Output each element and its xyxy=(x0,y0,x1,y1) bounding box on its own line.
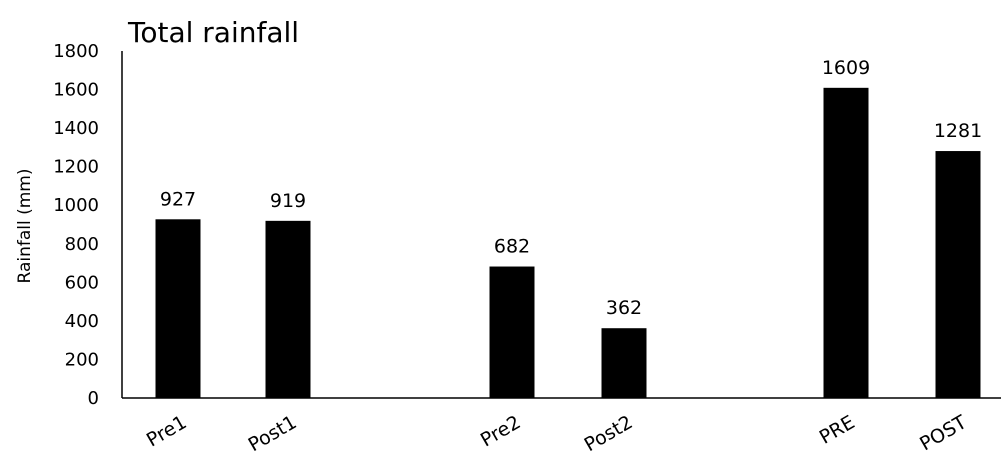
bar-pre xyxy=(823,87,869,398)
y-axis-label: Rainfall (mm) xyxy=(15,169,35,284)
bars xyxy=(155,87,981,398)
data-label: 927 xyxy=(160,188,196,210)
y-tick-label: 400 xyxy=(65,311,99,332)
y-tick-label: 1200 xyxy=(53,157,99,178)
x-tick-label: PRE xyxy=(816,411,859,448)
x-tick-label: Post2 xyxy=(581,411,637,456)
bar-pre2 xyxy=(489,266,535,398)
y-tick-label: 1600 xyxy=(53,80,99,101)
data-labels: 927 919 682 362 1609 1281 xyxy=(160,57,982,319)
data-label: 1609 xyxy=(822,57,870,79)
y-tick-label: 600 xyxy=(65,272,99,293)
x-tick-label: Pre2 xyxy=(477,411,525,451)
y-tick-label: 1400 xyxy=(53,118,99,139)
y-tick-label: 800 xyxy=(65,234,99,255)
data-label: 1281 xyxy=(934,120,982,142)
data-label: 682 xyxy=(494,236,530,258)
data-label: 362 xyxy=(606,297,642,319)
x-tick-labels: Pre1 Post1 Pre2 Post2 PRE POST xyxy=(143,411,971,456)
bar-post1 xyxy=(265,220,311,398)
y-tick-label: 1800 xyxy=(53,41,99,62)
x-tick-label: Post1 xyxy=(245,411,301,456)
y-tick-label: 200 xyxy=(65,349,99,370)
chart-title: Total rainfall xyxy=(127,16,299,49)
bar-post xyxy=(935,151,981,398)
data-label: 919 xyxy=(270,190,306,212)
x-tick-label: Pre1 xyxy=(143,411,191,451)
x-tick-label: POST xyxy=(916,411,971,455)
bar-pre1 xyxy=(155,219,201,398)
bar-post2 xyxy=(601,328,647,398)
y-tick-labels: 0 200 400 600 800 1000 1200 1400 1600 1800 xyxy=(53,41,99,409)
y-tick-label: 1000 xyxy=(53,195,99,216)
y-tick-label: 0 xyxy=(88,388,99,409)
